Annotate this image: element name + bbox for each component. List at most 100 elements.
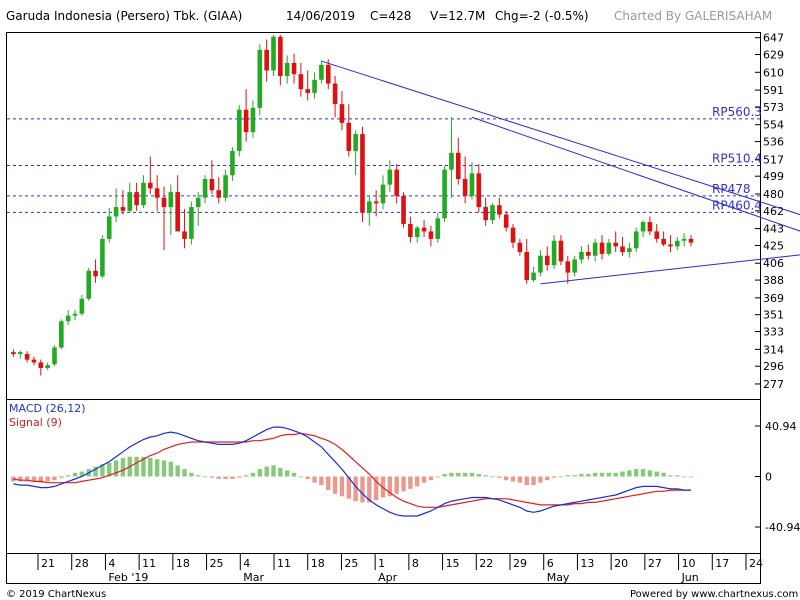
macd-histogram-bar [216,476,221,479]
price-y-tick-label: 388 [763,274,784,287]
candle-body [661,238,666,245]
candle-body [586,252,591,256]
macd-histogram-bar [599,472,605,477]
macd-histogram-bar [538,476,543,483]
price-y-tick-label: 443 [763,223,784,236]
macd-histogram-bar [456,472,461,477]
price-y-tick-label: 333 [763,326,784,339]
candle-body [620,246,625,252]
macd-histogram-bar [209,476,215,478]
price-y-tick-label: 554 [763,119,784,132]
macd-histogram-bar [558,476,564,478]
chart-credit: Charted By GALERISAHAM [614,9,772,23]
macd-histogram-bar [72,472,78,477]
candle-body [367,201,372,213]
macd-histogram-bar [545,476,550,481]
month-label: Feb '19 [108,571,148,584]
macd-y-tick-label: -40.94 [765,521,800,534]
price-y-tick-label: 499 [763,170,784,183]
candle-body [668,244,673,247]
macd-histogram-bar [189,472,194,477]
candle-body [497,205,502,215]
macd-histogram-bar [107,462,112,477]
date-axis-frame [6,553,761,584]
macd-histogram-bar [250,472,256,477]
macd-histogram-bar [278,467,283,477]
date-tick-label: 18 [311,557,325,570]
candle-body [599,242,605,254]
candle-body [531,272,536,281]
candle-body [17,352,23,355]
macd-histogram-bar [45,476,50,482]
macd-histogram-bar [640,469,646,477]
date-tick-label: 29 [513,557,527,570]
date-tick-label: 13 [580,557,594,570]
price-y-tick-label: 517 [763,153,784,166]
quote-date: 14/06/2019 [286,9,355,23]
candle-body [127,192,133,211]
macd-histogram-bar [312,476,317,483]
macd-histogram-bar [490,476,495,478]
price-panel-frame [6,32,761,400]
date-tick-label: 4 [243,557,250,570]
macd-histogram-bar [134,456,139,477]
macd-histogram-bar [257,469,263,477]
price-panel: 647 629 610 591 573 554 536 517 499 480 462 443 425 4… [7,32,800,391]
macd-histogram-bar [462,472,468,477]
macd-histogram-bar [675,475,680,477]
price-y-tick-label: 591 [763,84,784,97]
macd-histogram-bar [647,470,653,477]
candle-body [243,109,249,133]
candle-body [250,107,256,133]
candle-body [503,214,509,228]
candle-body [579,252,584,260]
candle-body [113,207,119,217]
macd-histogram-bar [620,471,625,477]
candle-body [360,134,365,213]
macd-histogram-bar [524,476,529,486]
candle-body [476,173,482,208]
date-tick-label: 17 [715,557,729,570]
candle-body [195,197,201,208]
macd-histogram-bar [421,476,427,483]
candle-body [216,190,222,198]
macd-histogram-bar [65,475,71,477]
candle-body [52,347,57,365]
macd-histogram-bar [161,460,167,477]
candle-body [380,184,386,204]
candle-body [640,222,646,232]
candle-body [230,150,235,176]
macd-histogram-bar [79,471,85,477]
macd-histogram-bar [613,472,618,477]
macd-histogram-bar [175,465,180,477]
month-label: Apr [378,571,398,584]
macd-histogram-bar [18,476,23,482]
trendline [321,60,800,216]
macd-histogram-bar [182,469,187,477]
close-value: C=428 [370,9,411,23]
price-y-tick-label: 369 [763,292,784,305]
candle-body [394,169,399,196]
candle-body [688,238,694,243]
macd-histogram-bar [654,471,659,477]
candle-body [106,216,112,239]
macd-histogram-bar [148,457,153,477]
candle-body [223,175,228,198]
macd-histogram-bar [592,472,598,477]
candle-body [674,240,680,247]
candle-body [517,242,523,252]
macd-histogram-bar [291,472,297,477]
candle-body [435,218,441,239]
candle-body [401,195,406,224]
date-tick-label: 1 [378,557,385,570]
candle-body [209,179,215,191]
candle-body [298,74,304,90]
candle-body [31,359,37,363]
macd-histogram-bar [332,476,338,494]
candle-body [65,315,71,322]
candle-body [538,255,543,273]
candle-body [387,169,393,185]
price-y-tick-label: 296 [763,360,784,373]
candle-body [373,201,379,204]
macd-histogram-bar [688,476,694,478]
